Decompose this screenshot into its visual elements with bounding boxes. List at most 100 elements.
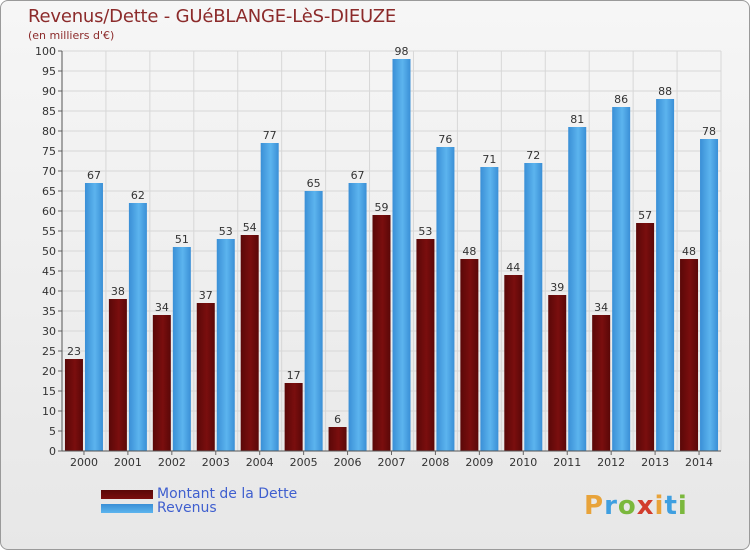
value-label: 86 [614,93,628,106]
value-label: 53 [219,225,233,238]
x-tick-label: 2006 [334,456,362,469]
value-label: 77 [263,129,277,142]
logo-letter: o [617,491,637,521]
value-label: 71 [482,153,496,166]
value-label: 67 [351,169,365,182]
y-tick-label: 75 [42,145,56,158]
y-tick-label: 90 [42,85,56,98]
legend-label-revenus: Revenus [157,500,217,516]
bar-dette [328,427,347,451]
logo-letter: i [654,491,665,521]
value-label: 59 [375,201,389,214]
value-label: 48 [462,245,476,258]
bar-revenus [480,167,499,451]
value-label: 81 [570,113,584,126]
x-tick-label: 2013 [641,456,669,469]
bar-revenus [304,191,323,451]
y-tick-label: 40 [42,285,56,298]
legend-swatch-dette [101,489,153,499]
bar-dette [548,295,567,451]
bar-dette [152,315,171,451]
y-tick-label: 100 [35,45,56,58]
bar-dette [64,359,83,451]
bar-dette [636,223,655,451]
value-label: 78 [702,125,716,138]
logo-letter: t [664,491,678,521]
value-label: 48 [682,245,696,258]
x-tick-label: 2011 [553,456,581,469]
bar-revenus [612,107,631,451]
y-tick-label: 95 [42,65,56,78]
x-tick-label: 2002 [158,456,186,469]
value-label: 34 [594,301,608,314]
legend-item-dette: Montant de la Dette [101,486,298,502]
logo-letter: P [584,491,605,521]
x-tick-label: 2007 [378,456,406,469]
x-tick-label: 2010 [509,456,537,469]
bar-revenus [700,139,719,451]
bar-revenus [524,163,543,451]
value-label: 34 [155,301,169,314]
y-tick-label: 85 [42,105,56,118]
y-tick-label: 20 [42,365,56,378]
value-label: 53 [418,225,432,238]
value-label: 37 [199,289,213,302]
y-tick-label: 25 [42,345,56,358]
x-tick-label: 2003 [202,456,230,469]
y-tick-label: 50 [42,245,56,258]
y-tick-label: 45 [42,265,56,278]
bar-dette [592,315,611,451]
value-label: 62 [131,189,145,202]
value-label: 98 [395,45,409,58]
x-tick-label: 2004 [246,456,274,469]
bar-dette [108,299,127,451]
bar-revenus [568,127,587,451]
value-label: 54 [243,221,257,234]
bar-revenus [128,203,147,451]
legend-item-revenus: Revenus [101,500,297,516]
legend-swatch-revenus [101,503,153,513]
bar-revenus [260,143,279,451]
bar-revenus [392,59,411,451]
legend-label-dette: Montant de la Dette [157,486,298,502]
logo-letter: x [636,491,655,521]
value-label: 65 [307,177,321,190]
x-tick-label: 2000 [70,456,98,469]
chart-title: Revenus/Dette - GUéBLANGE-LèS-DIEUZE [28,6,397,27]
value-label: 72 [526,149,540,162]
value-label: 44 [506,261,520,274]
bar-revenus [348,183,367,451]
x-tick-label: 2005 [290,456,318,469]
value-label: 38 [111,285,125,298]
y-tick-label: 0 [49,445,56,458]
bar-dette [240,235,259,451]
y-tick-label: 55 [42,225,56,238]
value-label: 67 [87,169,101,182]
bar-revenus [656,99,675,451]
logo-letter: r [604,491,618,521]
y-tick-label: 15 [42,385,56,398]
bars [64,59,719,451]
chart-subtitle: (en milliers d'€) [28,29,115,42]
x-tick-label: 2012 [597,456,625,469]
y-tick-label: 30 [42,325,56,338]
y-tick-label: 5 [49,425,56,438]
value-label: 88 [658,85,672,98]
proxiti-logo: Proxiti [584,491,688,521]
y-tick-label: 60 [42,205,56,218]
x-tick-label: 2014 [685,456,713,469]
x-tick-label: 2001 [114,456,142,469]
bar-dette [504,275,523,451]
bar-dette [416,239,435,451]
value-label: 17 [287,369,301,382]
y-tick-label: 80 [42,125,56,138]
x-axis: 2000 2001 2002 2003 2004 2005 2006 2007 2008 2009… [62,450,721,469]
grid-lines [61,50,722,452]
value-label: 51 [175,233,189,246]
value-labels: 23 67 38 62 34 51 37 53 54 77 17 65 6 67 59 98 53 76 48 71 4… [67,45,716,426]
bar-dette [680,259,699,451]
y-tick-label: 70 [42,165,56,178]
y-tick-label: 65 [42,185,56,198]
bar-revenus [172,247,191,451]
